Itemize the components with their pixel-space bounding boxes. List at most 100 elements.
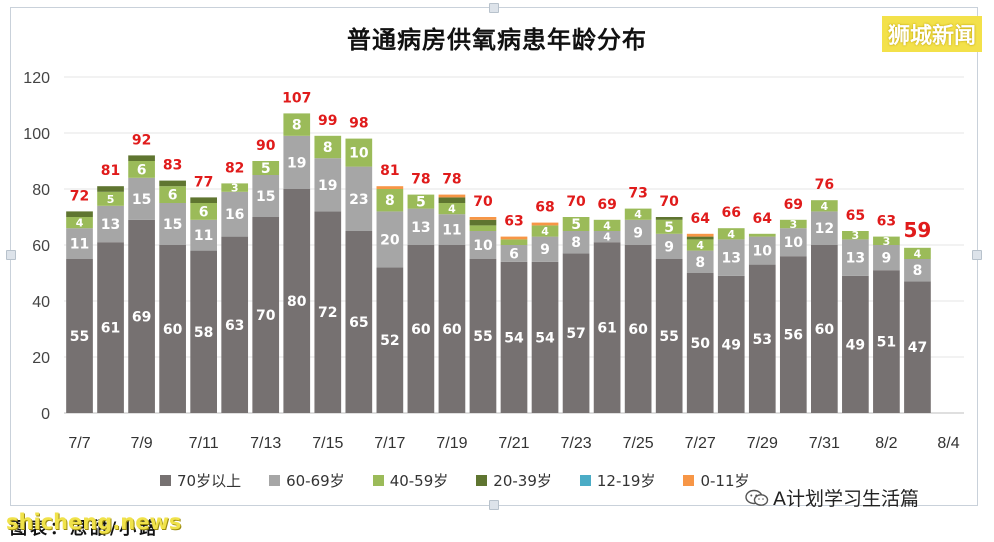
bar-segment	[842, 239, 869, 276]
bar-value-label: 5	[664, 220, 674, 236]
bar-segment	[345, 138, 373, 167]
bar-segment	[345, 231, 373, 413]
bar-segment	[159, 180, 186, 187]
bar-value-label: 11	[194, 228, 213, 244]
legend-swatch	[476, 475, 488, 486]
x-tick-label: 7/7	[68, 435, 90, 452]
bar-value-label: 8	[323, 140, 333, 156]
bar-value-label: 65	[349, 315, 368, 331]
bar-value-label: 5	[416, 195, 426, 211]
bar-segment	[531, 225, 559, 237]
bar-value-label: 53	[753, 332, 772, 348]
bar-segment	[717, 239, 745, 276]
bar-segment	[469, 231, 497, 259]
bar-total-label: 90	[256, 138, 276, 154]
brand-logo: 狮城新闻	[881, 16, 982, 52]
x-tick-label: 7/23	[560, 435, 591, 452]
bar-segment	[624, 245, 652, 413]
chart-legend: 70岁以上 60-69岁 40-59岁 20-39岁 12-19岁 0-11岁	[160, 470, 778, 491]
bar-value-label: 4	[914, 247, 922, 260]
bar-value-label: 19	[318, 178, 337, 194]
bar-total-label: 64	[753, 211, 773, 227]
resize-handle-bottom[interactable]	[489, 500, 499, 510]
bar-total-label: 63	[504, 214, 523, 230]
bar-segment	[655, 259, 683, 413]
watermark: shicheng.news	[6, 510, 182, 534]
chart-credit: 图表：思甜/小路	[10, 519, 160, 539]
y-tick-label: 20	[32, 350, 50, 367]
legend-label: 20-39岁	[493, 472, 552, 490]
legend-swatch	[683, 475, 695, 486]
bar-total-label: 77	[194, 174, 213, 190]
legend-label: 12-19岁	[596, 472, 656, 490]
bar-segment	[345, 166, 373, 231]
bar-segment	[531, 261, 559, 413]
wechat-account-name: A计划学习生活篇	[773, 488, 919, 510]
bar-segment	[531, 236, 559, 262]
bar-value-label: 8	[913, 263, 923, 279]
bar-segment	[655, 217, 683, 220]
bar-segment	[500, 236, 528, 240]
bar-segment	[562, 231, 590, 254]
bar-value-label: 60	[628, 322, 648, 338]
resize-handle-left[interactable]	[6, 250, 16, 260]
x-tick-label: 7/17	[374, 435, 405, 452]
bar-segment	[469, 219, 497, 226]
bar-segment	[97, 242, 124, 413]
bar-segment	[779, 256, 807, 413]
x-tick-label: 7/19	[436, 435, 467, 452]
bar-segment	[469, 259, 497, 413]
bar-segment	[686, 233, 714, 237]
bar-segment	[562, 217, 590, 231]
legend-swatch	[160, 475, 171, 486]
y-tick-label: 60	[32, 238, 50, 255]
bar-value-label: 72	[318, 305, 337, 321]
y-tick-label: 120	[23, 70, 50, 87]
bar-segment	[252, 217, 280, 413]
bar-segment	[717, 275, 745, 413]
bar-segment	[593, 231, 621, 243]
bar-value-label: 10	[473, 238, 493, 254]
bar-value-label: 8	[695, 255, 705, 271]
bar-value-label: 3	[883, 235, 891, 248]
resize-handle-right[interactable]	[972, 250, 982, 260]
bar-value-label: 15	[132, 192, 151, 208]
bar-value-label: 6	[509, 246, 519, 262]
bar-total-label: 63	[877, 214, 896, 230]
bar-segment	[283, 189, 311, 413]
bar-segment	[500, 245, 528, 262]
bar-segment	[842, 231, 869, 240]
bar-segment	[873, 236, 900, 245]
bar-value-label: 4	[541, 225, 549, 238]
bar-segment	[811, 200, 838, 212]
bar-value-label: 54	[535, 330, 555, 346]
bar-total-label: 83	[163, 158, 182, 174]
bar-total-label: 70	[566, 194, 586, 210]
bar-segment	[221, 236, 249, 413]
bar-value-label: 4	[603, 231, 611, 244]
chart-title: 普通病房供氧病患年龄分布	[347, 26, 647, 54]
legend-swatch	[579, 475, 591, 486]
bar-value-label: 16	[225, 207, 244, 223]
bar-segment	[221, 183, 249, 192]
bar-segment	[314, 211, 342, 413]
bar-segment	[438, 194, 466, 198]
bar-value-label: 5	[261, 161, 271, 177]
x-tick-label: 7/9	[130, 435, 152, 452]
resize-handle-top[interactable]	[489, 3, 499, 13]
bar-total-label: 92	[132, 132, 151, 148]
bar-segment	[221, 191, 249, 237]
bar-segment	[190, 250, 217, 413]
bar-segment	[779, 228, 807, 257]
bar-segment	[407, 208, 435, 245]
bar-segment	[97, 191, 124, 206]
legend-item: 20-39岁	[476, 470, 552, 491]
bar-total-label: 70	[659, 194, 679, 210]
bar-segment	[314, 158, 342, 212]
bar-value-label: 8	[385, 193, 395, 209]
bar-value-label: 4	[727, 228, 735, 241]
bar-segment	[748, 236, 776, 265]
bar-value-label: 60	[163, 322, 183, 338]
bar-total-label: 78	[442, 172, 461, 188]
x-tick-label: 7/15	[312, 435, 343, 452]
